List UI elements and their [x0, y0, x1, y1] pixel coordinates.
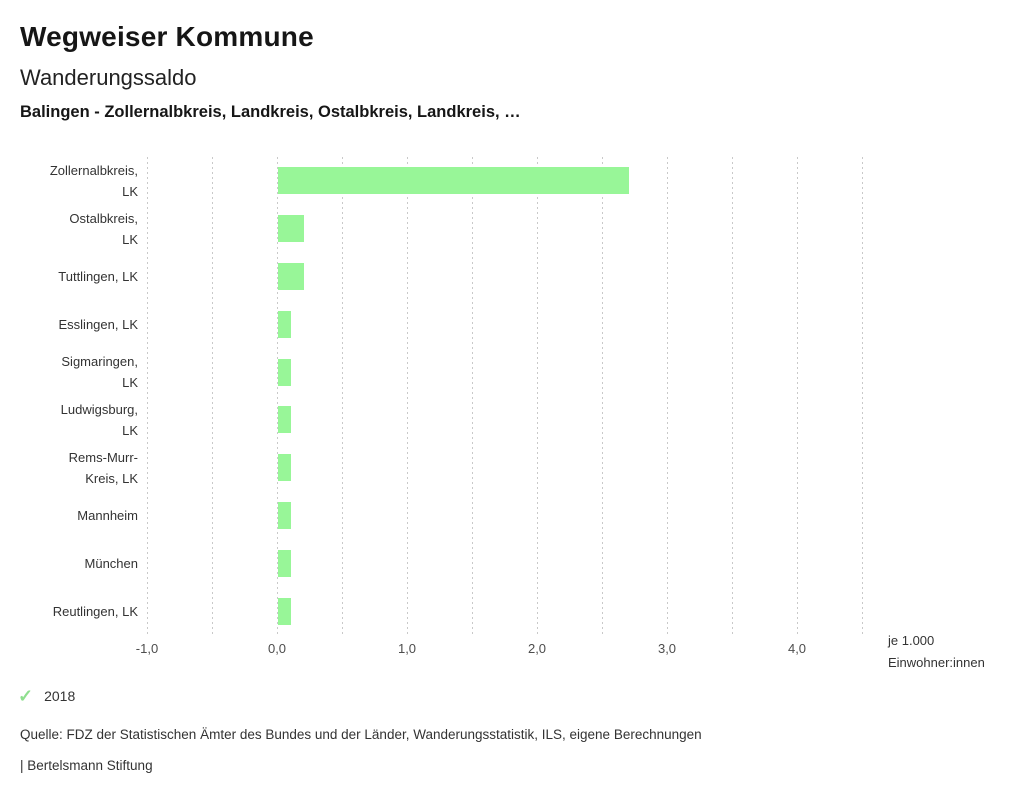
bar [278, 549, 291, 577]
gridline [667, 157, 668, 635]
category-label: München [84, 555, 138, 571]
x-axis-tick-label: 2,0 [527, 641, 547, 656]
category-label: Rems-Murr- Kreis, LK [68, 449, 138, 486]
gridline [732, 157, 733, 635]
gridline [537, 157, 538, 635]
legend-label: 2018 [44, 688, 76, 704]
category-label: Esslingen, LK [58, 316, 139, 332]
gridline [862, 157, 863, 635]
bar [278, 263, 304, 290]
bar [278, 358, 291, 386]
x-axis-tick-label: 4,0 [787, 641, 807, 656]
check-icon: ✓ [18, 686, 34, 706]
source-note: Quelle: FDZ der Statistischen Ämter des … [20, 727, 702, 742]
chart-description: Balingen - Zollernalbkreis, Landkreis, O… [20, 103, 521, 121]
gridline [212, 157, 213, 635]
gridline [797, 157, 798, 635]
category-label: Zollernalbkreis, LK [49, 162, 138, 199]
axis-unit-line1: je 1.000 [888, 633, 935, 648]
axis-unit-label: je 1.000 Einwohner:innen [888, 630, 985, 673]
category-label: Mannheim [77, 507, 138, 523]
x-axis-tick-label: 3,0 [657, 641, 677, 656]
bar [278, 406, 291, 434]
chart-title: Wanderungssaldo [20, 65, 197, 90]
legend: ✓ 2018 [18, 687, 75, 705]
bar [278, 215, 304, 243]
x-axis-tick-label: 1,0 [397, 641, 417, 656]
gridline [147, 157, 148, 635]
x-axis-tick-label: -1,0 [135, 641, 159, 656]
bar [278, 310, 291, 338]
gridline [472, 157, 473, 635]
byline: | Bertelsmann Stiftung [20, 758, 153, 773]
bar [278, 454, 291, 482]
bar [278, 167, 629, 195]
category-label: Ostalbkreis, LK [69, 210, 138, 247]
gridline [602, 157, 603, 635]
bar [278, 597, 291, 625]
category-label: Tuttlingen, LK [58, 268, 138, 284]
bar [278, 502, 291, 529]
gridline [342, 157, 343, 635]
axis-unit-line2: Einwohner:innen [888, 654, 985, 670]
gridline [277, 157, 278, 635]
category-label: Reutlingen, LK [52, 603, 138, 619]
category-label: Ludwigsburg, LK [60, 401, 138, 438]
app-title: Wegweiser Kommune [20, 21, 314, 52]
gridline [407, 157, 408, 635]
category-label: Sigmaringen, LK [61, 354, 138, 391]
x-axis-tick-label: 0,0 [267, 641, 287, 656]
